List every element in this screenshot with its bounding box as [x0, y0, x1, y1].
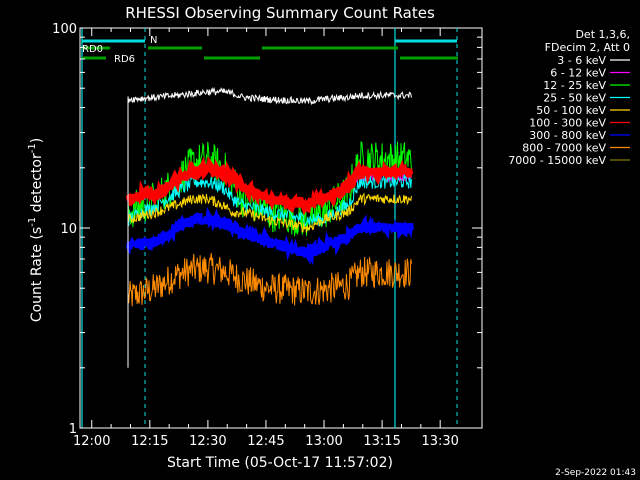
- chart-title: RHESSI Observing Summary Count Rates: [125, 4, 435, 22]
- legend-header-line1: Det 1,3,6,: [575, 28, 630, 41]
- series-line: [127, 253, 412, 307]
- legend-label: 300 - 800 keV: [529, 129, 606, 142]
- legend-label: 6 - 12 keV: [550, 67, 606, 80]
- plot-frame: [79, 27, 483, 429]
- legend-header-line2: FDecim 2, Att 0: [545, 41, 630, 54]
- series-line: [125, 155, 414, 216]
- x-tick-label: 12:15: [131, 434, 168, 449]
- legend-label: 25 - 50 keV: [543, 92, 606, 105]
- y-tick-label: 100: [52, 22, 77, 37]
- legend-label: 12 - 25 keV: [543, 79, 606, 92]
- legend-label: 7000 - 15000 keV: [508, 154, 606, 167]
- rd0-label: RD0: [82, 44, 103, 55]
- series-300-800-kev: [125, 206, 414, 266]
- series-line: [127, 192, 412, 233]
- legend-label: 100 - 300 keV: [529, 117, 606, 130]
- series-line: [127, 86, 412, 106]
- y-tick-label: 1: [69, 422, 77, 437]
- series-100-300-kev: [125, 155, 414, 216]
- x-tick-label: 13:30: [421, 434, 458, 449]
- series-line: [127, 173, 412, 227]
- footer-timestamp: 2-Sep-2022 01:43: [555, 468, 636, 478]
- y-axis-label-sup1: -1: [27, 217, 38, 227]
- axes: 12:00 12:15 12:30 12:45 13:00 13:15 13:30 1 10 10…: [52, 22, 482, 449]
- y-axis-label-sup2: -1: [27, 143, 38, 153]
- plot-border: [79, 27, 483, 429]
- y-axis-label-part3: ): [29, 138, 45, 143]
- x-tick-label: 13:00: [305, 434, 342, 449]
- x-tick-label: 12:30: [189, 434, 226, 449]
- x-tick-label: 12:45: [247, 434, 284, 449]
- series-50-100-kev: [127, 192, 412, 233]
- y-tick-label: 10: [60, 222, 77, 237]
- x-axis-label: Start Time (05-Oct-17 11:57:02): [167, 455, 393, 471]
- x-tick-label: 13:15: [363, 434, 400, 449]
- y-axis-label-part1: Count Rate (s: [29, 227, 45, 322]
- x-tick-label: 12:00: [73, 434, 110, 449]
- legend-label: 800 - 7000 keV: [522, 142, 606, 155]
- series-800-7000-kev: [127, 253, 412, 307]
- legend-label: 50 - 100 keV: [536, 104, 606, 117]
- series-3-6-kev: [127, 86, 412, 106]
- series-layer: [125, 86, 414, 368]
- y-axis-label-part2: detector: [29, 153, 45, 217]
- y-axis-label: Count Rate (s-1 detector-1): [27, 138, 45, 322]
- rd6-label: RD6: [114, 54, 135, 65]
- series-25-50-kev: [127, 173, 412, 227]
- night-flag-label: N: [150, 35, 157, 46]
- legend-label: 3 - 6 keV: [557, 54, 606, 67]
- series-line: [125, 206, 414, 266]
